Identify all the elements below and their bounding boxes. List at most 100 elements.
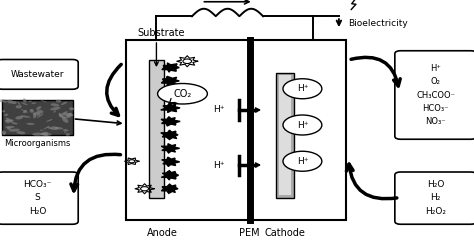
Ellipse shape bbox=[46, 119, 53, 122]
Ellipse shape bbox=[11, 101, 17, 104]
Text: Bioelectricity: Bioelectricity bbox=[348, 19, 408, 28]
Ellipse shape bbox=[63, 129, 69, 131]
Polygon shape bbox=[161, 184, 178, 194]
Ellipse shape bbox=[12, 122, 18, 124]
Text: CO₂: CO₂ bbox=[173, 89, 191, 99]
Ellipse shape bbox=[62, 117, 68, 123]
Ellipse shape bbox=[40, 100, 46, 102]
Text: H⁺
O₂
CH₃COO⁻
HCO₃⁻
NO₃⁻: H⁺ O₂ CH₃COO⁻ HCO₃⁻ NO₃⁻ bbox=[416, 64, 455, 126]
Ellipse shape bbox=[8, 100, 13, 103]
Polygon shape bbox=[161, 103, 180, 113]
FancyBboxPatch shape bbox=[395, 172, 474, 224]
Text: PEM: PEM bbox=[239, 228, 260, 237]
Ellipse shape bbox=[5, 100, 10, 103]
Ellipse shape bbox=[61, 102, 67, 105]
Text: Wastewater: Wastewater bbox=[11, 70, 64, 79]
Ellipse shape bbox=[37, 114, 44, 118]
Ellipse shape bbox=[27, 123, 35, 125]
FancyBboxPatch shape bbox=[0, 60, 78, 89]
Bar bbox=[149, 60, 164, 198]
Bar bbox=[279, 75, 291, 195]
Ellipse shape bbox=[157, 84, 207, 104]
Ellipse shape bbox=[283, 151, 322, 171]
Polygon shape bbox=[161, 144, 180, 153]
Circle shape bbox=[129, 160, 135, 163]
Ellipse shape bbox=[54, 110, 56, 113]
Bar bbox=[126, 40, 346, 220]
Text: H⁺: H⁺ bbox=[297, 84, 308, 93]
Ellipse shape bbox=[47, 127, 53, 129]
Circle shape bbox=[141, 187, 148, 191]
Ellipse shape bbox=[5, 126, 15, 128]
Ellipse shape bbox=[2, 110, 5, 112]
Ellipse shape bbox=[21, 109, 28, 113]
Polygon shape bbox=[162, 90, 178, 99]
Text: H⁺: H⁺ bbox=[213, 160, 225, 170]
Ellipse shape bbox=[15, 116, 23, 119]
Ellipse shape bbox=[16, 105, 22, 108]
Polygon shape bbox=[162, 157, 180, 166]
Ellipse shape bbox=[36, 106, 41, 110]
Ellipse shape bbox=[283, 115, 322, 135]
Ellipse shape bbox=[28, 100, 32, 102]
Ellipse shape bbox=[66, 113, 72, 118]
Ellipse shape bbox=[1, 131, 6, 134]
Ellipse shape bbox=[33, 112, 40, 116]
Ellipse shape bbox=[5, 120, 14, 122]
Ellipse shape bbox=[283, 79, 322, 99]
Ellipse shape bbox=[59, 114, 66, 119]
Text: H⁺: H⁺ bbox=[213, 106, 225, 114]
Ellipse shape bbox=[40, 130, 43, 131]
FancyBboxPatch shape bbox=[395, 51, 474, 139]
Ellipse shape bbox=[23, 110, 27, 113]
Ellipse shape bbox=[4, 114, 9, 116]
Ellipse shape bbox=[55, 127, 63, 130]
Ellipse shape bbox=[65, 133, 70, 136]
Text: Cathode: Cathode bbox=[264, 228, 305, 237]
Ellipse shape bbox=[61, 111, 68, 115]
Ellipse shape bbox=[29, 109, 34, 113]
Polygon shape bbox=[161, 76, 179, 86]
Text: H₂O
H₂
H₂O₂: H₂O H₂ H₂O₂ bbox=[425, 180, 446, 216]
Ellipse shape bbox=[63, 113, 73, 116]
Polygon shape bbox=[161, 117, 180, 126]
Text: H⁺: H⁺ bbox=[297, 120, 308, 130]
Ellipse shape bbox=[30, 109, 33, 110]
Ellipse shape bbox=[51, 103, 59, 106]
Ellipse shape bbox=[69, 107, 74, 110]
FancyBboxPatch shape bbox=[0, 172, 78, 224]
Ellipse shape bbox=[5, 120, 9, 124]
Bar bbox=[276, 72, 294, 198]
Ellipse shape bbox=[43, 126, 50, 130]
Ellipse shape bbox=[31, 102, 36, 104]
Ellipse shape bbox=[23, 98, 27, 102]
Ellipse shape bbox=[59, 113, 63, 117]
Ellipse shape bbox=[2, 133, 5, 135]
Text: Substrate: Substrate bbox=[137, 28, 185, 38]
Polygon shape bbox=[161, 171, 179, 180]
Ellipse shape bbox=[41, 133, 48, 136]
Ellipse shape bbox=[9, 129, 20, 132]
Text: Anode: Anode bbox=[147, 228, 178, 237]
Circle shape bbox=[183, 59, 191, 64]
Ellipse shape bbox=[40, 133, 52, 136]
Polygon shape bbox=[161, 130, 178, 140]
Ellipse shape bbox=[33, 113, 36, 118]
Text: Microorganisms: Microorganisms bbox=[4, 139, 71, 148]
Ellipse shape bbox=[50, 107, 61, 110]
Ellipse shape bbox=[36, 110, 44, 114]
Ellipse shape bbox=[64, 132, 66, 133]
Text: HCO₃⁻
S
H₂O: HCO₃⁻ S H₂O bbox=[23, 180, 52, 216]
Ellipse shape bbox=[56, 100, 61, 102]
Ellipse shape bbox=[7, 127, 11, 130]
Ellipse shape bbox=[21, 102, 27, 105]
Ellipse shape bbox=[42, 132, 48, 134]
Ellipse shape bbox=[6, 118, 13, 123]
Ellipse shape bbox=[16, 131, 26, 134]
Ellipse shape bbox=[0, 99, 6, 102]
Ellipse shape bbox=[20, 115, 30, 118]
Polygon shape bbox=[162, 63, 179, 72]
Ellipse shape bbox=[32, 133, 44, 136]
Text: H⁺: H⁺ bbox=[297, 157, 308, 166]
Ellipse shape bbox=[18, 102, 20, 105]
